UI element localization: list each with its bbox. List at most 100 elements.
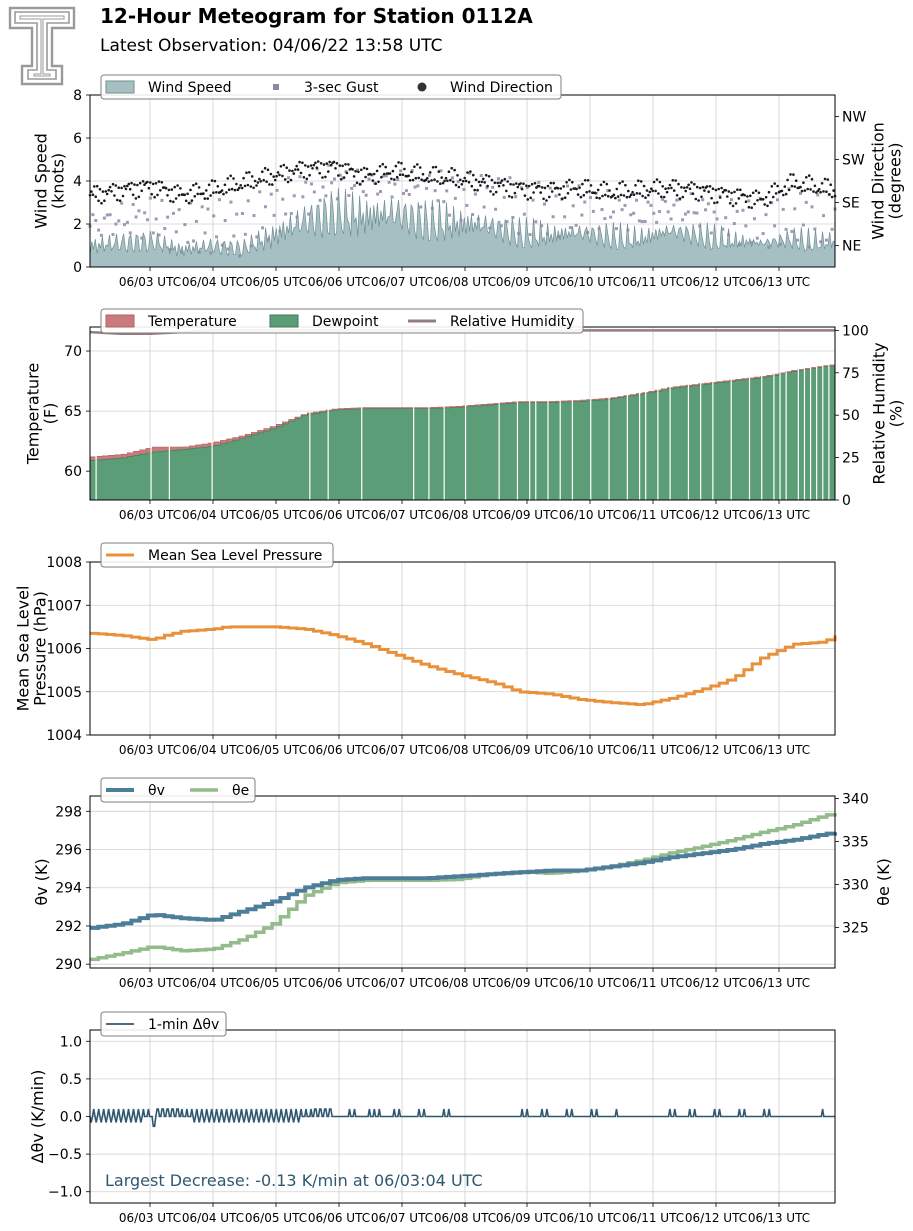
dtheta-x-tick-0: 06/03 UTC bbox=[119, 1211, 181, 1225]
temp-y2-tick-3: 75 bbox=[842, 366, 860, 382]
temp-y2-label-0: Relative Humidity bbox=[870, 342, 889, 484]
theta-y2-tick-3: 340 bbox=[842, 792, 869, 808]
pressure-y-tick-0: 1004 bbox=[46, 728, 82, 744]
wind-legend-label-2: Wind Direction bbox=[450, 80, 553, 96]
theta-y2-label: θe (K) bbox=[874, 858, 893, 906]
theta-x-tick-2: 06/05 UTC bbox=[245, 976, 307, 990]
wind-x-tick-8: 06/11 UTC bbox=[622, 275, 684, 289]
theta-y-tick-3: 296 bbox=[55, 843, 82, 859]
pressure-line bbox=[90, 625, 837, 706]
temp-y-tick-1: 65 bbox=[64, 404, 82, 420]
pressure-legend-item-0: Mean Sea Level Pressure bbox=[106, 548, 322, 564]
pressure-y-tick-4: 1008 bbox=[46, 555, 82, 571]
dtheta-x-tick-9: 06/12 UTC bbox=[685, 1211, 747, 1225]
pressure-y-tick-1: 1005 bbox=[46, 685, 82, 701]
theta-x-tick-3: 06/06 UTC bbox=[308, 976, 370, 990]
wind-x-tick-3: 06/06 UTC bbox=[308, 275, 370, 289]
dtheta-x-tick-2: 06/05 UTC bbox=[245, 1211, 307, 1225]
theta-x-tick-8: 06/11 UTC bbox=[622, 976, 684, 990]
theta-y-tick-2: 294 bbox=[55, 881, 82, 897]
wind-y-tick-4: 8 bbox=[73, 88, 82, 104]
temp-y-tick-2: 70 bbox=[64, 344, 82, 360]
pressure-x-tick-9: 06/12 UTC bbox=[685, 743, 747, 757]
dtheta-y-tick-4: 1.0 bbox=[60, 1034, 82, 1050]
page-title: 12-Hour Meteogram for Station 0112A bbox=[100, 4, 533, 28]
theta-y-tick-4: 298 bbox=[55, 804, 82, 820]
wind-y-tick-3: 6 bbox=[73, 131, 82, 147]
temp-x-tick-0: 06/03 UTC bbox=[119, 508, 181, 522]
wind-y2-tick-3: NW bbox=[842, 110, 866, 126]
temp-y2-label-1: (%) bbox=[887, 400, 906, 428]
largest-decrease-annotation: Largest Decrease: -0.13 K/min at 06/03:0… bbox=[105, 1171, 483, 1190]
wind-y-tick-0: 0 bbox=[73, 260, 82, 276]
theta-legend-label-0: θv bbox=[148, 783, 165, 799]
temp-y-label-0: Temperature bbox=[24, 363, 43, 465]
temp-x-tick-10: 06/13 UTC bbox=[748, 508, 810, 522]
theta-y2-tick-2: 335 bbox=[842, 835, 869, 851]
wind-y-label-1: (knots) bbox=[49, 153, 68, 209]
temp-x-tick-7: 06/10 UTC bbox=[559, 508, 621, 522]
pressure-y-tick-3: 1007 bbox=[46, 598, 82, 614]
wind-legend-item-0: Wind Speed bbox=[105, 80, 232, 96]
wind-speed-area bbox=[89, 188, 836, 268]
pressure-y-label-1: Pressure (hPa) bbox=[31, 591, 50, 706]
wind-x-tick-4: 06/07 UTC bbox=[371, 275, 433, 289]
pressure-x-tick-6: 06/09 UTC bbox=[496, 743, 558, 757]
temp-x-tick-2: 06/05 UTC bbox=[245, 508, 307, 522]
dtheta-x-tick-8: 06/11 UTC bbox=[622, 1211, 684, 1225]
wind-legend-item-1: 3-sec Gust bbox=[273, 80, 379, 96]
theta-x-tick-6: 06/09 UTC bbox=[496, 976, 558, 990]
theta-y-tick-0: 290 bbox=[55, 957, 82, 973]
wind-x-tick-9: 06/12 UTC bbox=[685, 275, 747, 289]
theta-y-label: θv (K) bbox=[32, 858, 51, 905]
wind-y-label-0: Wind Speed bbox=[32, 133, 51, 228]
pressure-x-tick-0: 06/03 UTC bbox=[119, 743, 181, 757]
pressure-x-tick-8: 06/11 UTC bbox=[622, 743, 684, 757]
theta-v-line bbox=[90, 831, 837, 930]
pressure-x-tick-5: 06/08 UTC bbox=[434, 743, 496, 757]
delta-theta-line bbox=[89, 1108, 835, 1128]
dtheta-y-tick-3: 0.5 bbox=[60, 1072, 82, 1088]
temp-x-tick-5: 06/08 UTC bbox=[434, 508, 496, 522]
theta-y-tick-1: 292 bbox=[55, 919, 82, 935]
dtheta-y-label: Δθv (K/min) bbox=[28, 1070, 47, 1164]
temp-legend-label-1: Dewpoint bbox=[312, 314, 379, 330]
dtheta-x-tick-1: 06/04 UTC bbox=[182, 1211, 244, 1225]
wind-y2-tick-0: NE bbox=[842, 239, 861, 255]
wind-x-tick-0: 06/03 UTC bbox=[119, 275, 181, 289]
dtheta-x-tick-4: 06/07 UTC bbox=[371, 1211, 433, 1225]
wind-legend-label-1: 3-sec Gust bbox=[304, 80, 379, 96]
theta-x-tick-0: 06/03 UTC bbox=[119, 976, 181, 990]
page-subtitle: Latest Observation: 04/06/22 13:58 UTC bbox=[100, 36, 443, 56]
theta-x-tick-4: 06/07 UTC bbox=[371, 976, 433, 990]
dewpoint-area bbox=[89, 365, 836, 501]
temp-y-label-1: (F) bbox=[41, 403, 60, 425]
wind-x-tick-5: 06/08 UTC bbox=[434, 275, 496, 289]
pressure-x-tick-2: 06/05 UTC bbox=[245, 743, 307, 757]
temp-gaps bbox=[95, 363, 830, 500]
temp-legend-item-0: Temperature bbox=[105, 314, 237, 330]
dtheta-legend-label-0: 1-min Δθv bbox=[148, 1017, 219, 1033]
temp-x-tick-1: 06/04 UTC bbox=[182, 508, 244, 522]
dtheta-legend-item-0: 1-min Δθv bbox=[106, 1017, 219, 1033]
wind-x-tick-6: 06/09 UTC bbox=[496, 275, 558, 289]
wind-y2-label-0: Wind Direction bbox=[869, 122, 888, 240]
wind-x-tick-10: 06/13 UTC bbox=[748, 275, 810, 289]
theta-legend-item-0: θv bbox=[106, 783, 165, 799]
pressure-x-tick-7: 06/10 UTC bbox=[559, 743, 621, 757]
dtheta-x-tick-10: 06/13 UTC bbox=[748, 1211, 810, 1225]
temp-x-tick-4: 06/07 UTC bbox=[371, 508, 433, 522]
pressure-x-tick-3: 06/06 UTC bbox=[308, 743, 370, 757]
theta-x-tick-5: 06/08 UTC bbox=[434, 976, 496, 990]
wind-y2-label-1: (degrees) bbox=[886, 143, 905, 220]
dtheta-x-tick-6: 06/09 UTC bbox=[496, 1211, 558, 1225]
temp-x-tick-3: 06/06 UTC bbox=[308, 508, 370, 522]
dtheta-x-tick-7: 06/10 UTC bbox=[559, 1211, 621, 1225]
pressure-x-tick-1: 06/04 UTC bbox=[182, 743, 244, 757]
temp-legend-label-0: Temperature bbox=[147, 314, 237, 330]
theta-y2-tick-1: 330 bbox=[842, 878, 869, 894]
theta-x-tick-1: 06/04 UTC bbox=[182, 976, 244, 990]
wind-y-tick-2: 4 bbox=[73, 174, 82, 190]
temp-x-tick-9: 06/12 UTC bbox=[685, 508, 747, 522]
